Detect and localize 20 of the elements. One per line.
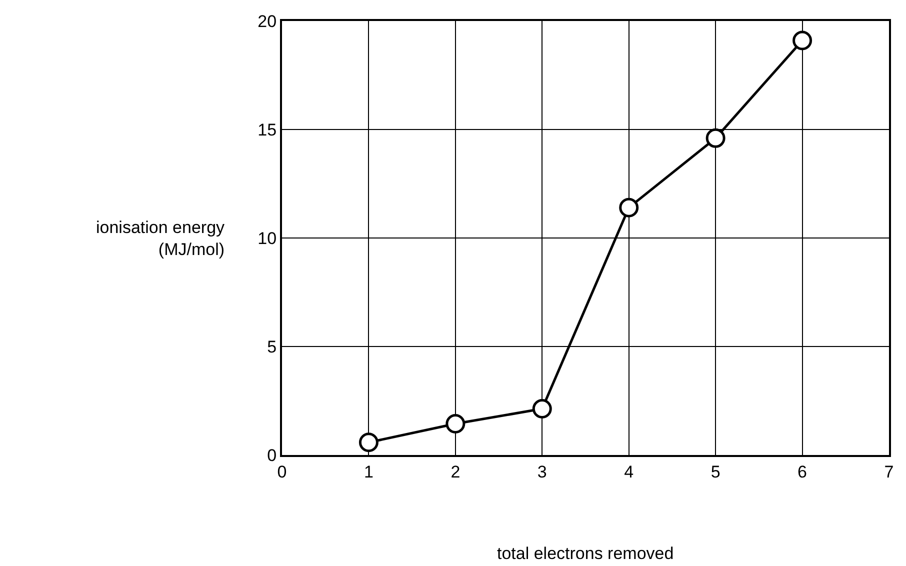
point [706, 128, 726, 148]
x-tick-label: 7 [884, 462, 894, 482]
x-axis-title: total electrons removed [497, 544, 674, 563]
x-tick-label: 6 [798, 462, 808, 482]
x-tick-label: 1 [364, 462, 374, 482]
point [532, 399, 552, 419]
x-tick-label: 2 [450, 462, 460, 482]
x-tick-label: 4 [624, 462, 634, 482]
x-tick-label: 3 [537, 462, 547, 482]
point [446, 414, 466, 434]
y-tick-label: 20 [258, 12, 277, 31]
y-tick-label: 15 [258, 120, 277, 140]
x-tick-label: 5 [710, 462, 720, 482]
y-tick-label: 10 [258, 228, 277, 248]
y-axis-title: ionisation energy (MJ/mol) [96, 218, 226, 260]
y-tick-label: 0 [267, 446, 277, 465]
point [619, 198, 639, 218]
point [358, 432, 378, 452]
point [792, 30, 812, 50]
y-tick-label: 5 [267, 337, 277, 356]
